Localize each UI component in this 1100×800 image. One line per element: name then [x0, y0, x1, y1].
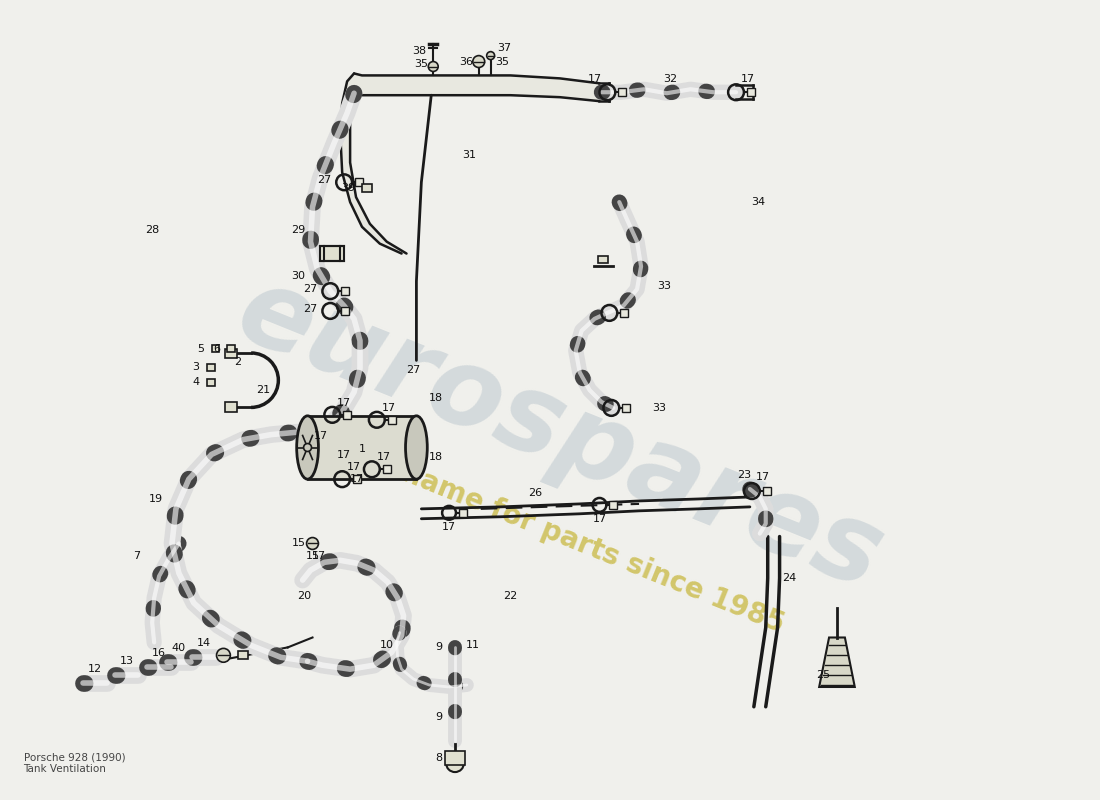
Text: 24: 24	[782, 573, 796, 583]
Bar	[446, 751, 465, 765]
Text: 17: 17	[741, 74, 755, 84]
Text: 25: 25	[816, 670, 831, 680]
Text: 17: 17	[311, 551, 326, 562]
Text: 18: 18	[429, 452, 443, 462]
Text: 12: 12	[88, 664, 102, 674]
Text: 16: 16	[152, 648, 166, 658]
Text: 5: 5	[197, 343, 205, 354]
Text: 17: 17	[314, 430, 328, 441]
Bar	[226, 349, 238, 358]
Text: 3: 3	[192, 362, 199, 372]
Text: 9: 9	[436, 642, 442, 652]
Text: 17: 17	[382, 403, 396, 413]
Circle shape	[304, 443, 311, 451]
Text: 27: 27	[406, 366, 420, 375]
Circle shape	[447, 754, 464, 772]
Text: 32: 32	[663, 74, 678, 84]
Text: eurospares: eurospares	[222, 257, 898, 612]
Text: 39: 39	[341, 183, 355, 194]
Text: 27: 27	[317, 175, 331, 186]
Polygon shape	[820, 638, 855, 687]
Text: 33: 33	[657, 281, 671, 291]
Circle shape	[473, 56, 485, 67]
Bar	[353, 475, 361, 483]
Bar	[207, 378, 215, 386]
Text: 28: 28	[145, 225, 160, 234]
Bar	[355, 178, 363, 186]
Text: 17: 17	[350, 474, 364, 484]
Bar	[341, 287, 349, 295]
Text: 17: 17	[337, 450, 351, 461]
Text: 35: 35	[415, 58, 428, 69]
Bar	[228, 345, 235, 352]
Text: a name for parts since 1985: a name for parts since 1985	[371, 448, 789, 638]
Circle shape	[428, 62, 438, 71]
Text: 4: 4	[192, 377, 199, 387]
Bar	[387, 416, 396, 424]
Text: 7: 7	[133, 551, 140, 562]
Text: 14: 14	[197, 638, 211, 649]
Bar	[383, 466, 390, 474]
Bar	[620, 309, 628, 317]
Text: 17: 17	[593, 514, 606, 524]
Text: Porsche 928 (1990)
Tank Ventilation: Porsche 928 (1990) Tank Ventilation	[23, 753, 125, 774]
Ellipse shape	[406, 416, 427, 479]
Text: 34: 34	[750, 197, 764, 207]
Bar	[341, 307, 349, 315]
Text: 40: 40	[172, 643, 186, 654]
Bar	[239, 651, 249, 659]
Bar	[762, 487, 771, 495]
Text: 31: 31	[462, 150, 476, 159]
Bar	[618, 88, 626, 96]
Bar	[609, 501, 617, 509]
Text: 2: 2	[233, 358, 241, 367]
Text: 18: 18	[429, 393, 443, 403]
Circle shape	[486, 52, 495, 59]
Polygon shape	[354, 74, 600, 101]
Text: 11: 11	[465, 641, 480, 650]
Text: 37: 37	[497, 42, 512, 53]
Text: 26: 26	[528, 488, 542, 498]
Bar	[459, 509, 466, 517]
Text: 9: 9	[436, 712, 442, 722]
Bar	[308, 416, 417, 479]
Text: 38: 38	[412, 46, 427, 56]
Bar	[343, 411, 351, 419]
Text: 15: 15	[292, 538, 306, 549]
Polygon shape	[340, 74, 407, 254]
Text: 23: 23	[737, 470, 751, 480]
Text: 8: 8	[436, 754, 442, 763]
Text: 20: 20	[297, 591, 311, 601]
Text: 27: 27	[304, 284, 318, 294]
Circle shape	[307, 538, 318, 550]
Text: 36: 36	[459, 57, 473, 66]
Bar	[207, 364, 215, 371]
Text: 17: 17	[376, 452, 390, 462]
Bar	[598, 255, 608, 263]
Bar	[320, 246, 344, 262]
Bar	[211, 345, 220, 352]
Text: 17: 17	[346, 462, 361, 472]
Text: 15: 15	[306, 551, 319, 562]
Text: 17: 17	[337, 398, 351, 408]
Text: 22: 22	[504, 591, 517, 601]
Text: 19: 19	[150, 494, 163, 504]
Text: 29: 29	[292, 225, 306, 234]
Text: 35: 35	[495, 57, 509, 66]
Bar	[226, 402, 238, 412]
Bar	[362, 184, 372, 192]
Bar	[623, 404, 630, 412]
Bar	[747, 88, 755, 96]
Text: 13: 13	[120, 656, 133, 666]
Text: 17: 17	[587, 74, 602, 84]
Text: 30: 30	[292, 271, 306, 282]
Text: 6: 6	[213, 343, 220, 354]
Text: 17: 17	[442, 522, 456, 532]
Text: 1: 1	[359, 445, 365, 454]
Circle shape	[217, 648, 230, 662]
Text: 21: 21	[256, 385, 271, 395]
Text: 10: 10	[379, 641, 394, 650]
Ellipse shape	[297, 416, 318, 479]
Text: 27: 27	[304, 304, 318, 314]
Text: 17: 17	[756, 472, 770, 482]
